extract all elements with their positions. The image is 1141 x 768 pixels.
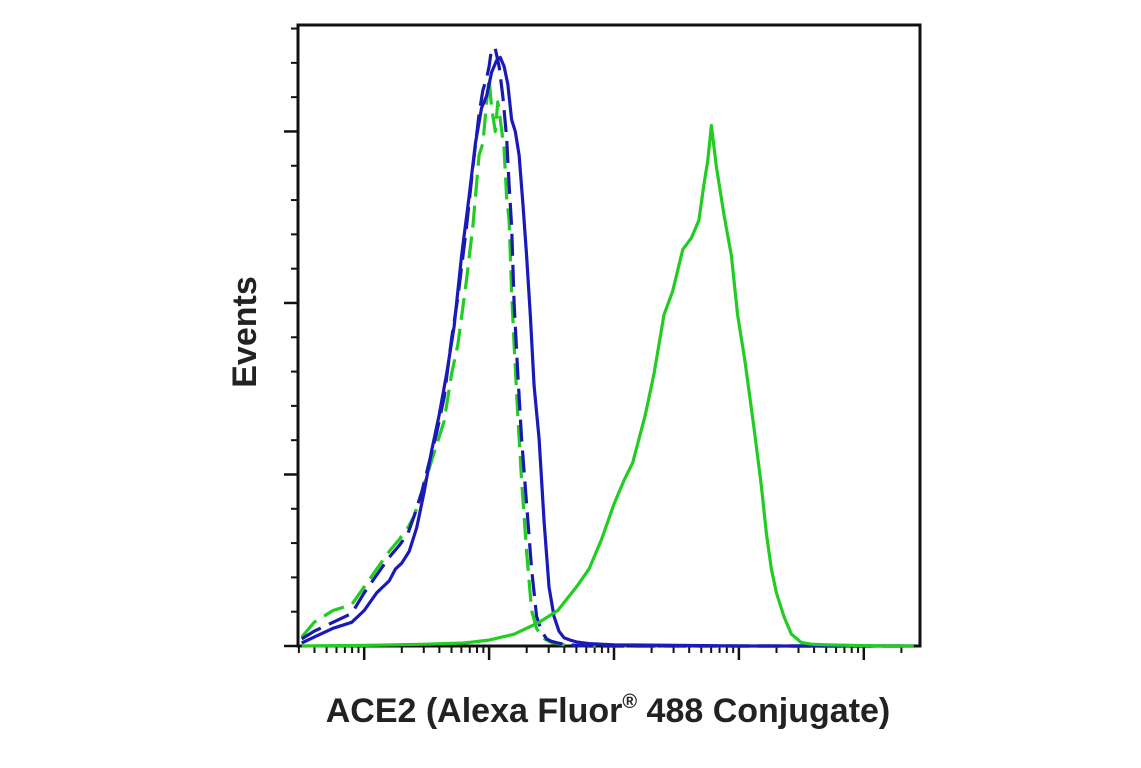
y-axis-title: Events [226,276,264,388]
series-line-dashed-green [300,76,914,648]
x-axis-title-registered-mark: ® [622,691,637,713]
x-axis-title: ACE2 (Alexa Fluor® 488 Conjugate) [326,691,891,730]
series-line-solid-green [301,123,914,648]
series-line-dashed-blue [300,47,914,648]
x-axis-title-main: ACE2 (Alexa Fluor [326,692,623,730]
x-axis-ticks [297,646,903,660]
series-layer [300,47,914,648]
x-axis-title-suffix: 488 Conjugate) [637,692,890,730]
y-axis-ticks [284,27,298,648]
series-line-solid-blue [301,55,914,648]
